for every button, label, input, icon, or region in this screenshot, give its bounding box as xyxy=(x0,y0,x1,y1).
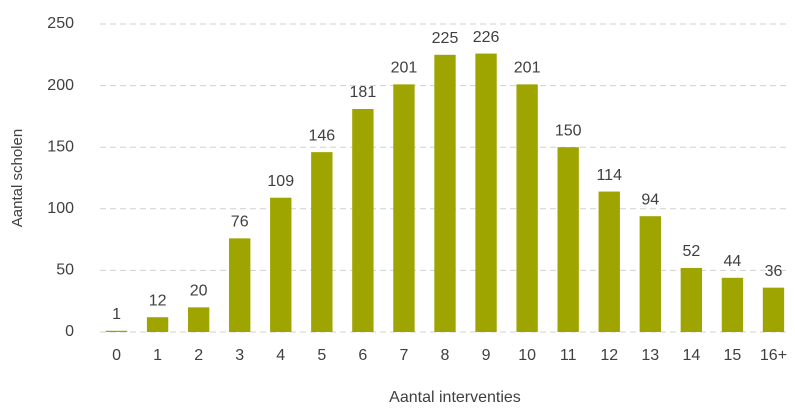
x-tick-label: 1 xyxy=(153,347,162,364)
y-tick-label: 100 xyxy=(47,200,74,217)
x-tick-label: 13 xyxy=(641,347,659,364)
data-label: 201 xyxy=(514,60,541,77)
bar xyxy=(762,287,785,332)
y-tick-label: 0 xyxy=(65,323,74,340)
data-label: 94 xyxy=(641,191,659,208)
y-tick-label: 200 xyxy=(47,77,74,94)
x-tick-label: 7 xyxy=(399,347,408,364)
x-tick-label: 14 xyxy=(682,347,700,364)
x-tick-label: 8 xyxy=(441,347,450,364)
y-tick-label: 50 xyxy=(56,262,74,279)
bar xyxy=(434,54,456,333)
x-tick-label: 0 xyxy=(112,347,121,364)
data-label: 76 xyxy=(231,214,249,231)
data-label: 150 xyxy=(555,122,582,139)
x-tick-label: 15 xyxy=(724,347,742,364)
x-tick-label: 4 xyxy=(276,347,285,364)
x-tick-label: 2 xyxy=(194,347,203,364)
x-tick-label: 5 xyxy=(317,347,326,364)
x-tick-label: 3 xyxy=(235,347,244,364)
bar xyxy=(598,191,620,332)
data-label: 226 xyxy=(473,29,500,46)
bar xyxy=(311,152,333,332)
bar xyxy=(270,197,292,332)
data-label: 225 xyxy=(432,30,459,47)
data-label: 181 xyxy=(350,84,377,101)
bar xyxy=(105,330,128,332)
x-tick-label: 9 xyxy=(482,347,491,364)
x-tick-label: 12 xyxy=(600,347,618,364)
x-tick-label: 10 xyxy=(518,347,536,364)
data-label: 36 xyxy=(765,263,783,280)
bar xyxy=(352,109,374,333)
data-label: 146 xyxy=(308,127,335,144)
bar xyxy=(721,277,744,332)
bar xyxy=(639,216,661,332)
x-axis-label: Aantal interventies xyxy=(389,389,521,406)
bar xyxy=(187,307,210,332)
data-label: 20 xyxy=(190,283,208,300)
x-tick-label: 16+ xyxy=(760,347,787,364)
bar xyxy=(680,267,703,332)
data-label: 12 xyxy=(149,292,167,309)
data-label: 1 xyxy=(112,306,121,323)
data-label: 109 xyxy=(267,173,294,190)
bar xyxy=(229,238,251,332)
y-axis-label: Aantal scholen xyxy=(9,129,26,227)
bar xyxy=(557,147,579,332)
x-tick-label: 6 xyxy=(358,347,367,364)
data-label: 201 xyxy=(391,60,418,77)
bar xyxy=(393,84,415,332)
bar xyxy=(475,53,497,333)
data-label: 114 xyxy=(596,167,622,184)
x-tick-label: 11 xyxy=(560,347,577,364)
data-label: 44 xyxy=(724,253,742,270)
y-tick-label: 150 xyxy=(47,138,74,155)
y-tick-label: 250 xyxy=(47,15,74,32)
bar xyxy=(516,84,538,332)
bar xyxy=(146,317,169,332)
data-label: 52 xyxy=(682,243,700,260)
